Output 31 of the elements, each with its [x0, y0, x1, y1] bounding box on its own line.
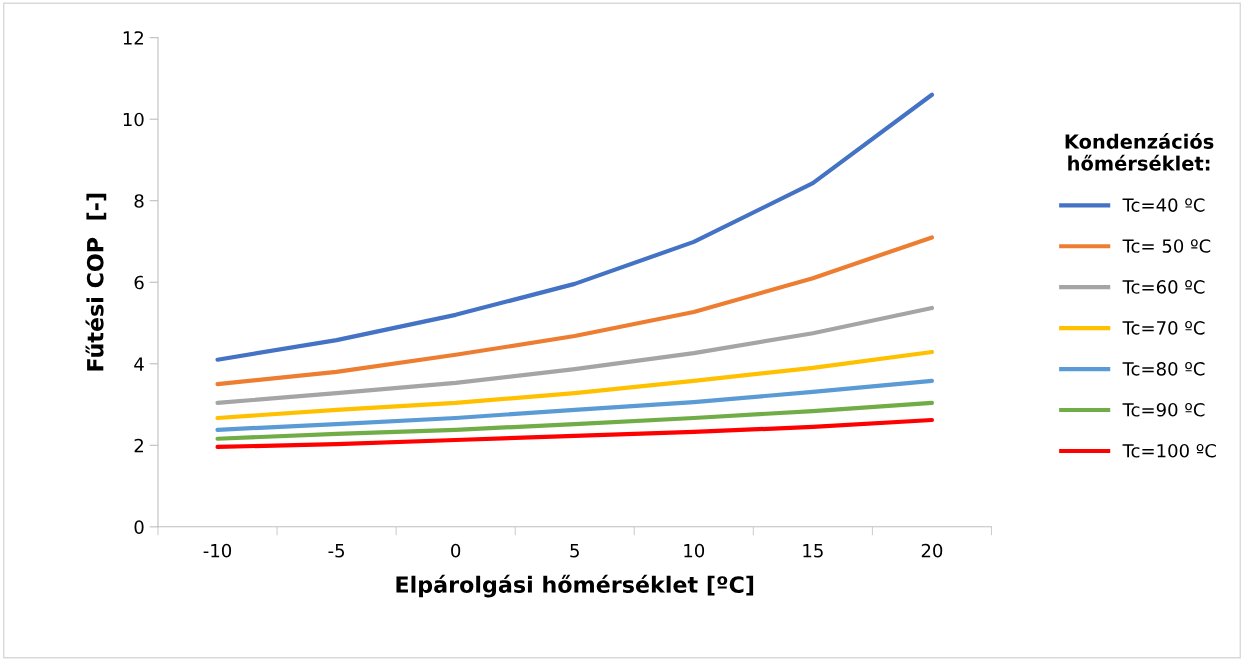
y-tick-label: 0: [134, 520, 144, 534]
line-series: [215, 92, 935, 362]
x-axis-title: Elpárolgási hőmérséklet [ºC]: [396, 574, 754, 598]
line-series: [215, 378, 935, 432]
legend-label: Tc=90 ºC: [1122, 402, 1205, 417]
line-series: [215, 400, 935, 441]
line-series: [215, 349, 935, 421]
x-tick-label: 20: [921, 543, 943, 558]
x-tick-label: -10: [203, 543, 232, 558]
x-tick-label: 10: [684, 543, 705, 558]
legend-title: Kondenzációs hőmérséklet:: [1065, 133, 1214, 171]
x-tick-label: 15: [803, 544, 823, 558]
y-tick-label: 12: [123, 31, 143, 45]
y-tick-label: 8: [134, 194, 144, 208]
legend-label: Tc=70 ºC: [1122, 321, 1205, 335]
legend-label: Tc=100 ºC: [1122, 443, 1216, 458]
x-tick-label: -5: [328, 544, 345, 558]
legend-label: Tc=40 ºC: [1122, 198, 1205, 212]
legend-label: Tc=80 ºC: [1122, 362, 1205, 376]
y-tick-label: 6: [134, 275, 144, 290]
line-series: [215, 417, 935, 450]
y-tick-label: 4: [134, 357, 144, 371]
y-axis-title: Fűtési COP [-]: [85, 193, 107, 371]
legend-label: Tc= 50 ºC: [1122, 239, 1211, 253]
x-tick-label: 0: [451, 543, 461, 558]
line-series: [215, 305, 935, 405]
x-tick-label: 5: [570, 544, 579, 558]
y-tick-label: 2: [134, 438, 143, 453]
y-tick-label: 10: [123, 112, 144, 127]
line-series: [215, 235, 935, 387]
legend-label: Tc=60 ºC: [1122, 280, 1205, 294]
